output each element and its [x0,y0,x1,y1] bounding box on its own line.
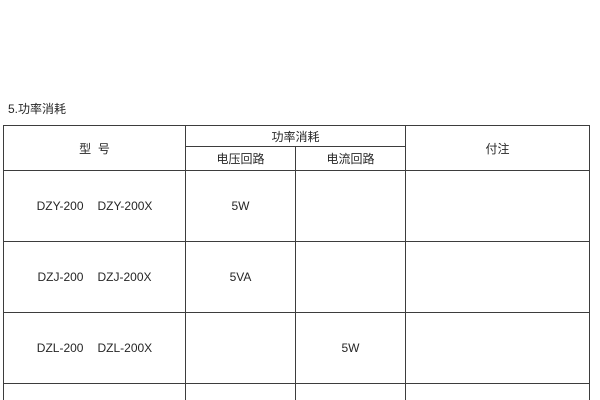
table-row: DZB-200 DZB-200X 5W 2.5W 电流动作规格5W [3,383,591,400]
header-power-group: 功率消耗 [184,125,407,147]
current-circuit-cell [294,170,407,242]
notes-cell [405,312,591,384]
model-variant: DZL-200X [97,341,153,355]
table-row: DZY-200 DZY-200X 5W [3,170,591,242]
table-row: DZL-200 DZL-200X 5W [3,312,591,384]
table-row: DZJ-200 DZJ-200X 5VA [3,241,591,313]
header-current-circuit: 电流回路 [294,146,407,171]
notes-cell [405,241,591,313]
table-body: DZY-200 DZY-200X 5W DZJ-200 DZJ-200X 5VA [3,170,591,400]
notes-cell [405,170,591,242]
model-base: DZY-200 [36,199,84,213]
current-circuit-cell: 5W [294,312,407,384]
model-cell: DZY-200 DZY-200X [3,170,186,242]
model-cell: DZJ-200 DZJ-200X [3,241,186,313]
model-base: DZJ-200 [37,270,84,284]
model-base: DZL-200 [36,341,84,355]
model-cell: DZB-200 DZB-200X [3,383,186,400]
model-variant: DZJ-200X [97,270,152,284]
header-voltage-circuit: 电压回路 [185,146,296,171]
voltage-circuit-cell: 5W [185,383,296,400]
power-consumption-table: 型 号 功率消耗 付注 电压回路 电流回路 DZY-200 DZY-200X 5… [3,125,591,400]
current-circuit-cell [294,241,407,313]
notes-cell: 电流动作规格5W [405,383,591,400]
voltage-circuit-cell: 5VA [185,241,296,313]
header-notes: 付注 [405,125,591,171]
model-variant: DZY-200X [97,199,153,213]
current-circuit-cell: 2.5W [294,383,407,400]
header-model: 型 号 [3,125,186,171]
voltage-circuit-cell: 5W [185,170,296,242]
section-title: 5.功率消耗 [8,102,67,116]
voltage-circuit-cell [185,312,296,384]
model-cell: DZL-200 DZL-200X [3,312,186,384]
table-header: 型 号 功率消耗 付注 电压回路 电流回路 [3,125,591,171]
